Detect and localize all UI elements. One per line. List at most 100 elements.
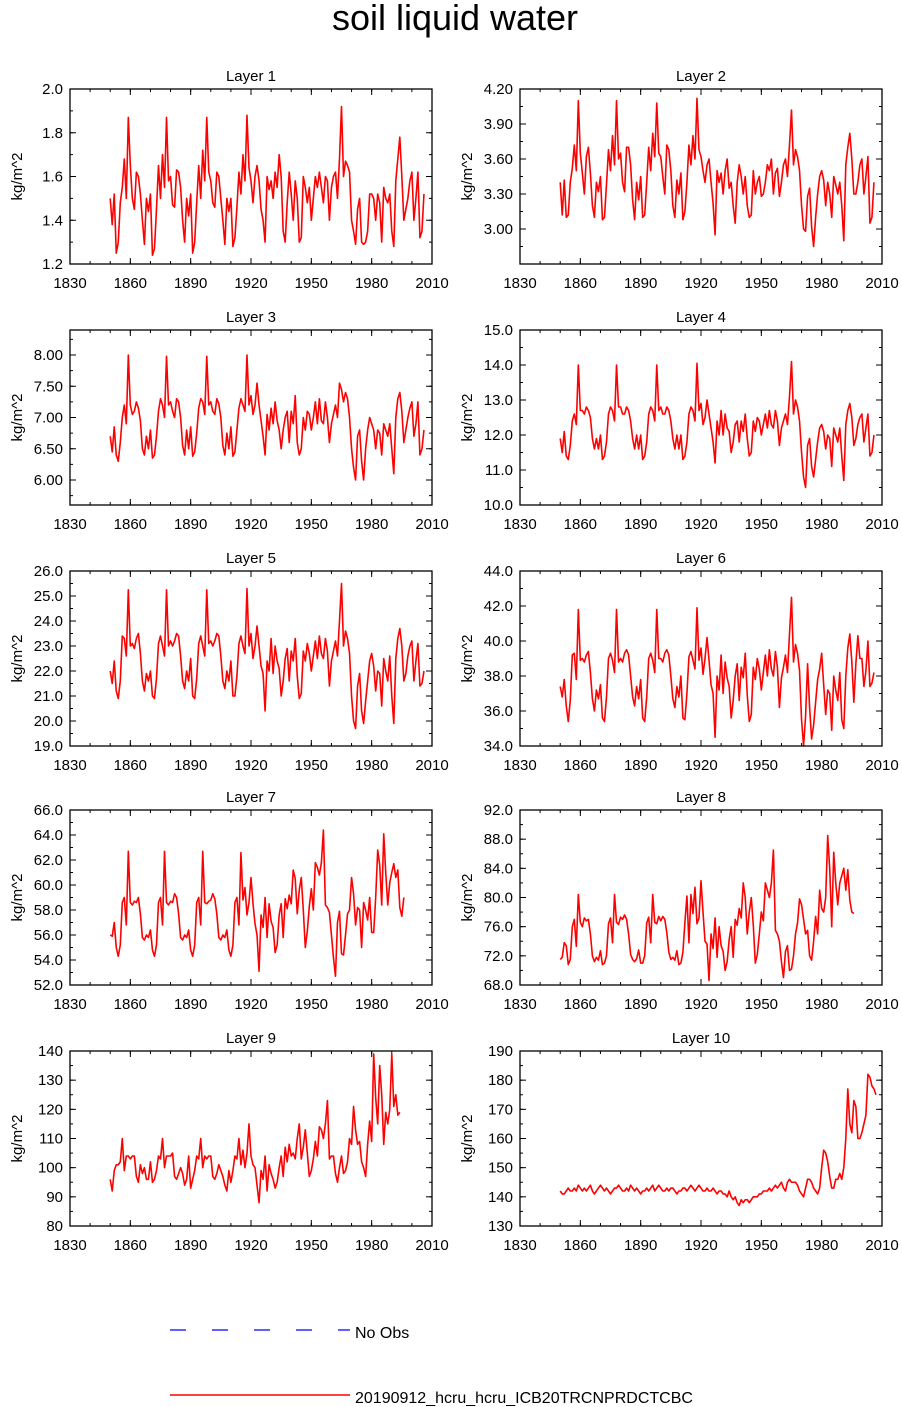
y-axis-label: kg/m^2 <box>459 1115 476 1163</box>
y-axis-label: kg/m^2 <box>459 874 476 922</box>
plot-frame <box>519 809 883 986</box>
y-tick-label: 1.6 <box>42 169 63 186</box>
x-tick-label: 1950 <box>295 516 328 533</box>
panel-title: Layer 1 <box>226 68 276 85</box>
y-tick-label: 23.0 <box>34 638 63 655</box>
x-tick-label: 2010 <box>415 275 448 292</box>
y-tick-label: 88.0 <box>484 831 513 848</box>
y-tick-label: 10.0 <box>484 497 513 514</box>
series-line <box>559 97 875 248</box>
x-tick-label: 1950 <box>295 757 328 774</box>
y-tick-label: 25.0 <box>34 588 63 605</box>
x-tick-label: 1830 <box>503 996 536 1013</box>
x-tick-label: 1920 <box>234 996 267 1013</box>
y-axis-label: kg/m^2 <box>459 635 476 683</box>
panel-title: Layer 4 <box>676 309 726 326</box>
x-tick-label: 1860 <box>564 275 597 292</box>
y-tick-label: 3.90 <box>484 116 513 133</box>
y-tick-label: 90 <box>46 1189 63 1206</box>
x-tick-label: 1920 <box>684 757 717 774</box>
x-tick-label: 1980 <box>355 275 388 292</box>
x-tick-label: 1830 <box>53 996 86 1013</box>
x-tick-label: 1830 <box>53 516 86 533</box>
y-tick-label: 58.0 <box>34 902 63 919</box>
y-tick-label: 13.0 <box>484 392 513 409</box>
x-tick-label: 1980 <box>355 516 388 533</box>
y-tick-label: 72.0 <box>484 948 513 965</box>
y-tick-label: 100 <box>38 1160 63 1177</box>
x-tick-label: 2010 <box>865 275 898 292</box>
y-tick-label: 7.00 <box>34 410 63 427</box>
x-tick-label: 1950 <box>745 757 778 774</box>
x-tick-label: 1830 <box>53 1237 86 1254</box>
panel-title: Layer 6 <box>676 550 726 567</box>
chart-panel: Layer 1 kg/m^2 1830 1860 1890 1920 1950 1980 201… <box>9 68 449 292</box>
y-tick-label: 140 <box>38 1043 63 1060</box>
chart-panel: Layer 2 kg/m^2 1830 1860 1890 1920 1950 1980 201… <box>459 68 899 292</box>
x-tick-label: 1950 <box>745 275 778 292</box>
x-tick-label: 1980 <box>355 757 388 774</box>
y-tick-label: 140 <box>488 1189 513 1206</box>
y-tick-label: 6.50 <box>34 441 63 458</box>
y-tick-label: 190 <box>488 1043 513 1060</box>
y-tick-label: 180 <box>488 1072 513 1089</box>
y-tick-label: 26.0 <box>34 563 63 580</box>
y-tick-label: 15.0 <box>484 322 513 339</box>
y-tick-label: 21.0 <box>34 688 63 705</box>
chart-panel: Layer 6 kg/m^2 1830 1860 1890 1920 1950 1980 201… <box>459 550 899 774</box>
legend-label-no-obs: No Obs <box>355 1325 409 1342</box>
chart-panel: Layer 8 kg/m^2 1830 1860 1890 1920 1950 1980 201… <box>459 789 899 1013</box>
panel-title: Layer 9 <box>226 1030 276 1047</box>
x-tick-label: 2010 <box>865 516 898 533</box>
y-tick-label: 20.0 <box>34 713 63 730</box>
x-tick-label: 1920 <box>234 275 267 292</box>
x-tick-label: 1950 <box>745 516 778 533</box>
x-tick-label: 1890 <box>174 757 207 774</box>
x-tick-label: 1860 <box>114 757 147 774</box>
y-axis-label: kg/m^2 <box>9 1115 26 1163</box>
y-tick-label: 2.0 <box>42 81 63 98</box>
chart-panel: Layer 7 kg/m^2 1830 1860 1890 1920 1950 1980 201… <box>9 789 449 1013</box>
series-line <box>559 596 875 747</box>
x-tick-label: 1860 <box>564 516 597 533</box>
y-tick-label: 150 <box>488 1160 513 1177</box>
x-tick-label: 1860 <box>564 757 597 774</box>
x-tick-label: 1980 <box>805 516 838 533</box>
y-tick-label: 44.0 <box>484 563 513 580</box>
chart-panel: Layer 9 kg/m^2 1830 1860 1890 1920 1950 1980 201… <box>9 1030 449 1254</box>
plot-frame <box>519 1050 883 1227</box>
y-tick-label: 80.0 <box>484 890 513 907</box>
y-tick-label: 1.8 <box>42 125 63 142</box>
x-tick-label: 1980 <box>355 1237 388 1254</box>
y-tick-label: 19.0 <box>34 738 63 755</box>
x-tick-label: 1920 <box>684 516 717 533</box>
y-tick-label: 64.0 <box>34 827 63 844</box>
y-tick-label: 76.0 <box>484 919 513 936</box>
x-tick-label: 1830 <box>503 275 536 292</box>
plot-frame <box>69 88 433 265</box>
plot-frame <box>69 1050 433 1227</box>
y-tick-label: 22.0 <box>34 663 63 680</box>
y-tick-label: 1.2 <box>42 256 63 273</box>
legend: No Obs 20190912_hcru_hcru_ICB20TRCNPRDCT… <box>170 1325 693 1407</box>
x-tick-label: 1860 <box>564 1237 597 1254</box>
x-tick-label: 1890 <box>624 516 657 533</box>
y-tick-label: 54.0 <box>34 952 63 969</box>
y-tick-label: 8.00 <box>34 347 63 364</box>
chart-panel: Layer 3 kg/m^2 1830 1860 1890 1920 1950 1980 201… <box>9 309 449 533</box>
y-tick-label: 14.0 <box>484 357 513 374</box>
x-tick-label: 2010 <box>415 516 448 533</box>
x-tick-label: 1860 <box>114 1237 147 1254</box>
series-line <box>109 829 405 978</box>
y-tick-label: 84.0 <box>484 860 513 877</box>
y-axis-label: kg/m^2 <box>459 153 476 201</box>
plot-frame <box>69 329 433 506</box>
x-tick-label: 1860 <box>114 516 147 533</box>
series-line <box>559 1073 877 1207</box>
x-tick-label: 1980 <box>805 1237 838 1254</box>
plot-frame <box>519 329 883 506</box>
legend-label-model: 20190912_hcru_hcru_ICB20TRCNPRDCTCBC <box>355 1390 693 1407</box>
panel-title: Layer 8 <box>676 789 726 806</box>
x-tick-label: 1830 <box>503 1237 536 1254</box>
